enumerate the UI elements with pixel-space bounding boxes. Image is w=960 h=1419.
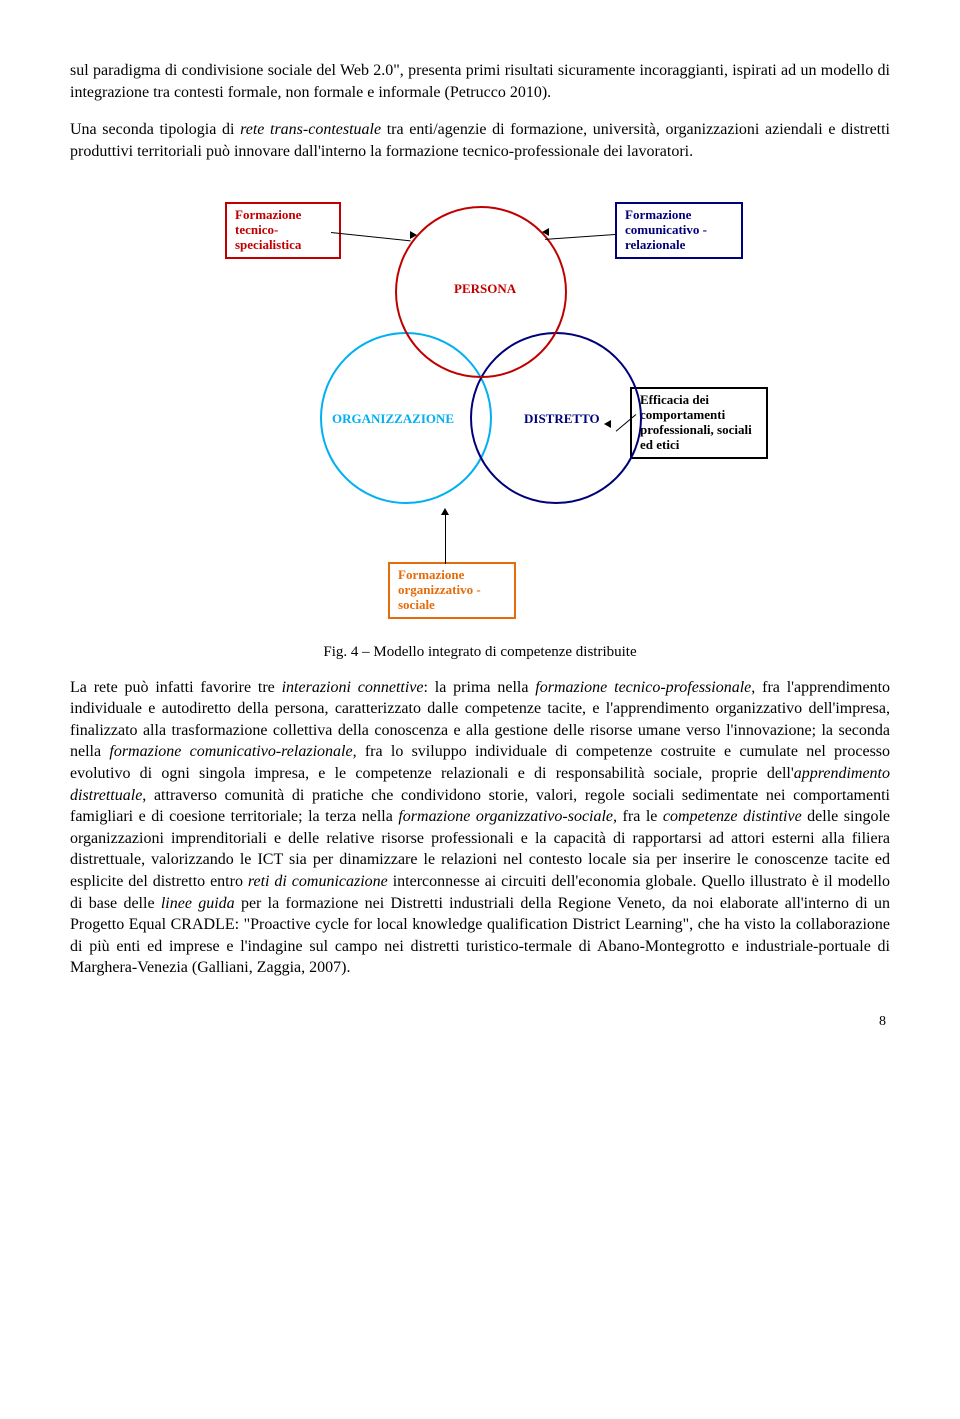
label-organizzazione: ORGANIZZAZIONE — [330, 410, 456, 428]
intro-paragraph-1: sul paradigma di condivisione sociale de… — [70, 60, 890, 103]
label-persona: PERSONA — [452, 280, 518, 298]
figure-4-diagram: Formazione tecnico-specialistica Formazi… — [170, 192, 790, 632]
figure-4-caption: Fig. 4 – Modello integrato di competenze… — [70, 642, 890, 662]
arrow-comunicativo-to-persona-head — [542, 228, 549, 236]
arrow-comunicativo-to-persona-line — [545, 234, 615, 240]
label-distretto: DISTRETTO — [522, 410, 602, 428]
arrow-tecnico-to-persona-line — [331, 232, 411, 242]
box-formazione-organizzativo: Formazione organizzativo -sociale — [388, 562, 516, 619]
main-paragraph-3: La rete può infatti favorire tre interaz… — [70, 677, 890, 979]
page-number: 8 — [70, 1013, 890, 1032]
arrow-organizzativo-up-line — [445, 514, 446, 564]
arrow-organizzativo-up-head — [441, 508, 449, 515]
box-formazione-comunicativo: Formazione comunicativo -relazionale — [615, 202, 743, 259]
intro-paragraph-2: Una seconda tipologia di rete trans-cont… — [70, 119, 890, 162]
arrow-tecnico-to-persona-head — [410, 231, 417, 239]
box-formazione-tecnico: Formazione tecnico-specialistica — [225, 202, 341, 259]
box-efficacia: Efficacia dei comportamenti professional… — [630, 387, 768, 459]
arrow-efficacia-to-distretto-head — [604, 420, 611, 428]
